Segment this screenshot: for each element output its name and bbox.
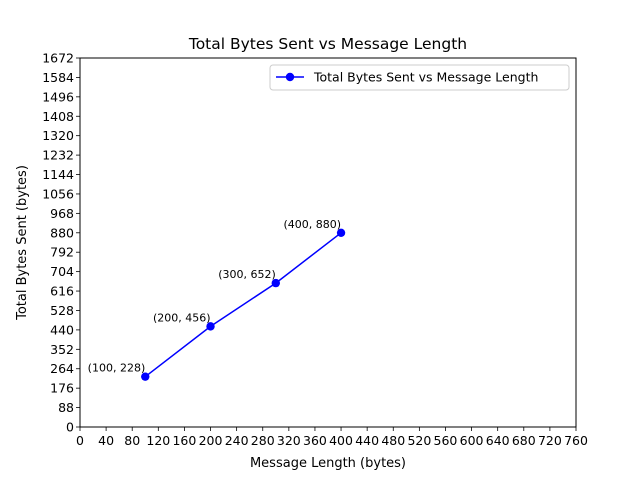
y-tick-label: 176 xyxy=(50,381,74,396)
legend-box xyxy=(269,64,570,91)
x-tick-label: 160 xyxy=(172,433,196,448)
x-tick-label: 760 xyxy=(564,433,588,448)
data-point-label: (300, 652) xyxy=(218,268,276,281)
y-tick-label: 880 xyxy=(50,225,74,240)
data-point xyxy=(271,278,280,288)
y-tick-label: 0 xyxy=(66,420,74,435)
x-tick-label: 200 xyxy=(199,433,223,448)
data-point-label: (400, 880) xyxy=(283,218,341,231)
y-tick-label: 88 xyxy=(58,400,74,415)
x-tick-label: 520 xyxy=(407,433,431,448)
y-tick-label: 1584 xyxy=(42,70,74,85)
series-line xyxy=(144,232,342,378)
y-tick-label: 1056 xyxy=(42,186,74,201)
x-tick-label: 320 xyxy=(277,433,301,448)
x-tick-label: 720 xyxy=(538,433,562,448)
data-point xyxy=(141,372,150,381)
x-tick-label: 40 xyxy=(98,433,114,448)
x-tick-label: 640 xyxy=(486,433,510,448)
y-tick-label: 1144 xyxy=(42,167,74,182)
data-point xyxy=(206,322,215,331)
x-tick-label: 280 xyxy=(251,433,275,448)
y-tick-label: 792 xyxy=(50,245,74,260)
y-axis-label: Total Bytes Sent (bytes) xyxy=(15,165,30,321)
data-labels: (100, 228) (200, 456) (300, 652) (400, 880) xyxy=(88,218,341,375)
y-tick-label: 1408 xyxy=(42,109,74,124)
x-tick-label: 80 xyxy=(124,433,140,448)
x-tick-label: 120 xyxy=(146,433,170,448)
y-tick-label: 352 xyxy=(50,342,74,357)
x-tick-label: 440 xyxy=(355,433,379,448)
x-tick-label: 480 xyxy=(381,433,405,448)
y-tick-label: 1320 xyxy=(42,128,74,143)
y-tick-label: 1232 xyxy=(42,148,74,163)
data-point xyxy=(336,228,346,237)
legend: Total Bytes Sent vs Message Length xyxy=(269,64,570,91)
x-tick-label: 600 xyxy=(460,433,484,448)
y-tick-label: 528 xyxy=(50,303,74,318)
x-tick-label: 360 xyxy=(303,433,327,448)
data-point-label: (100, 228) xyxy=(88,362,146,375)
x-tick-label: 240 xyxy=(225,433,249,448)
y-tick-label: 1496 xyxy=(42,89,74,104)
axis-ticks: 0 40 80 120 160 200 240 280 320 360 400 440 480 520 56… xyxy=(42,51,588,449)
legend-marker-swatch xyxy=(285,72,295,82)
x-tick-label: 0 xyxy=(76,433,84,448)
series-layer xyxy=(141,228,346,381)
x-tick-label: 560 xyxy=(434,433,458,448)
legend-entry-label: Total Bytes Sent vs Message Length xyxy=(313,70,538,85)
y-tick-label: 616 xyxy=(50,284,74,299)
y-tick-label: 1672 xyxy=(42,51,74,66)
x-axis-label: Message Length (bytes) xyxy=(250,456,406,471)
plot-frame xyxy=(79,57,577,428)
data-point-label: (200, 456) xyxy=(153,311,211,324)
x-tick-label: 400 xyxy=(329,433,353,448)
x-tick-label: 680 xyxy=(512,433,536,448)
y-tick-label: 968 xyxy=(50,206,74,221)
y-tick-label: 704 xyxy=(50,264,74,279)
y-tick-label: 440 xyxy=(50,322,74,337)
chart-title: Total Bytes Sent vs Message Length xyxy=(188,35,467,53)
y-tick-label: 264 xyxy=(50,361,74,376)
